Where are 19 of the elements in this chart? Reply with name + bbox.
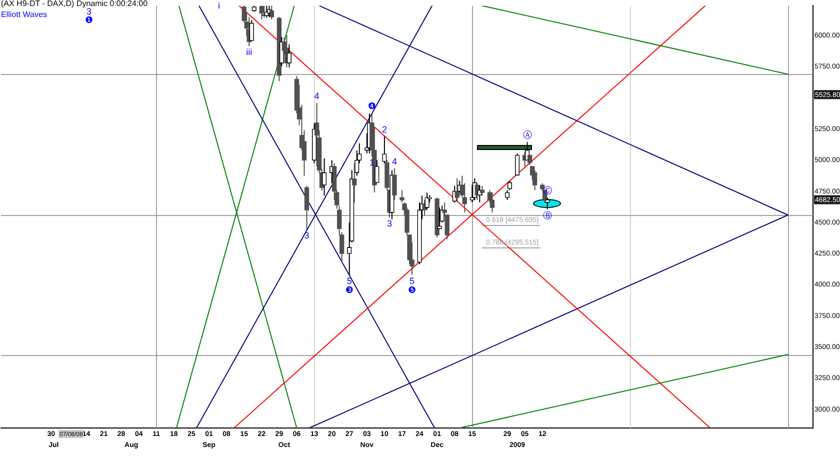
annotation: 2: [382, 124, 387, 134]
annotation: 5: [346, 276, 352, 286]
annotation: Ⓑ: [542, 210, 552, 220]
annotation: 3: [86, 6, 92, 16]
annotation: Ⓒ: [542, 186, 552, 196]
annotation: 4: [314, 90, 320, 101]
annotation: ❶: [84, 14, 94, 25]
chart-title: (AX H9-DT - DAX,D) Dynamic 0:00:24:00: [1, 0, 148, 8]
annotation: ❺: [408, 284, 416, 295]
annotation: ❹: [368, 100, 376, 111]
annotation: i: [218, 0, 220, 10]
annotation: 3: [304, 230, 310, 240]
annotation: iii: [246, 47, 252, 58]
annotation: 5: [410, 276, 415, 286]
annotation: ❸: [345, 284, 354, 295]
annotation: 3: [386, 218, 392, 228]
annotation: 4: [392, 156, 397, 166]
annotation: Ⓐ: [522, 130, 532, 140]
text: Elliott Waves: [1, 10, 47, 19]
